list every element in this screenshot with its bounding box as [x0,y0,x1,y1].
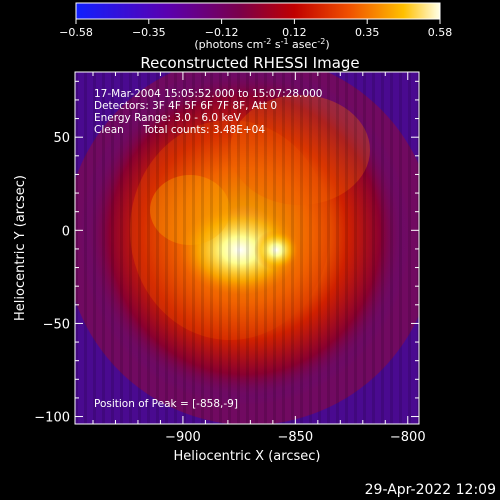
stripe [138,72,141,424]
colorbar-tick-label: 0.58 [428,26,453,39]
stripe [300,72,303,424]
stripe [291,72,294,424]
stripe [354,72,357,424]
stripe [156,72,159,424]
footer-timestamp: 29-Apr-2022 12:09 [365,482,496,498]
colorbar-tick-label: −0.58 [59,26,93,39]
stripe [345,72,348,424]
stripe [84,72,87,424]
annotation-energy: Energy Range: 3.0 - 6.0 keV [94,112,242,124]
stripe [309,72,312,424]
stripe [75,72,78,424]
stripe [111,72,114,424]
x-axis-label: Heliocentric X (arcsec) [174,449,321,464]
colorbar-units-label: (photons cm-2 s-1 asec-2) [194,37,329,51]
stripe [165,72,168,424]
annotation-peak: Position of Peak = [-858,-9] [94,398,238,410]
y-tick-label: −50 [43,317,70,332]
colorbar-tick-label: −0.12 [205,26,239,39]
stripe [255,72,258,424]
colorbar-ticks: −0.58 −0.35 −0.12 0.12 0.35 0.58 [59,19,452,39]
stripe [264,72,267,424]
annotation-detectors: Detectors: 3F 4F 5F 6F 7F 8F, Att 0 [94,100,277,112]
stripe [174,72,177,424]
heatmap-image [75,72,419,424]
colorbar-tick-label: −0.35 [132,26,166,39]
y-tick-label: 50 [53,131,70,146]
stripe [336,72,339,424]
stripe [219,72,222,424]
stripe [183,72,186,424]
stripe [417,72,419,424]
chart-title: Reconstructed RHESSI Image [140,54,359,72]
x-axis-ticks: −900 −850 −800 [92,72,426,445]
stripe [147,72,150,424]
stripe [237,72,240,424]
stripe [228,72,231,424]
colorbar [75,2,441,20]
stripe [120,72,123,424]
stripe [246,72,249,424]
stripe [372,72,375,424]
stripe [273,72,276,424]
stripe [399,72,402,424]
plot-frame [74,71,420,425]
stripe [363,72,366,424]
stripe [381,72,384,424]
y-axis-label: Heliocentric Y (arcsec) [13,175,28,321]
annotation-time-range: 17-Mar-2004 15:05:52.000 to 15:07:28.000 [94,88,322,100]
stripe [192,72,195,424]
annotation-counts: Total counts: 3.48E+04 [142,124,265,136]
x-tick-label: −850 [277,430,313,445]
y-tick-label: 0 [62,224,70,239]
stripe-texture [75,72,419,424]
stripe [102,72,105,424]
stripe [282,72,285,424]
stripe [93,72,96,424]
y-tick-label: −100 [34,411,70,426]
stripe [327,72,330,424]
x-tick-label: −900 [165,430,201,445]
stripe [390,72,393,424]
stripe [201,72,204,424]
stripe [210,72,213,424]
annotation-clean: Clean [94,124,124,136]
stripe [129,72,132,424]
colorbar-tick-label: 0.35 [355,26,380,39]
colorbar-tick-label: 0.12 [282,26,307,39]
x-tick-label: −800 [390,430,426,445]
y-axis-ticks: −100 −50 0 50 [34,80,419,426]
stripe [318,72,321,424]
stripe [408,72,411,424]
